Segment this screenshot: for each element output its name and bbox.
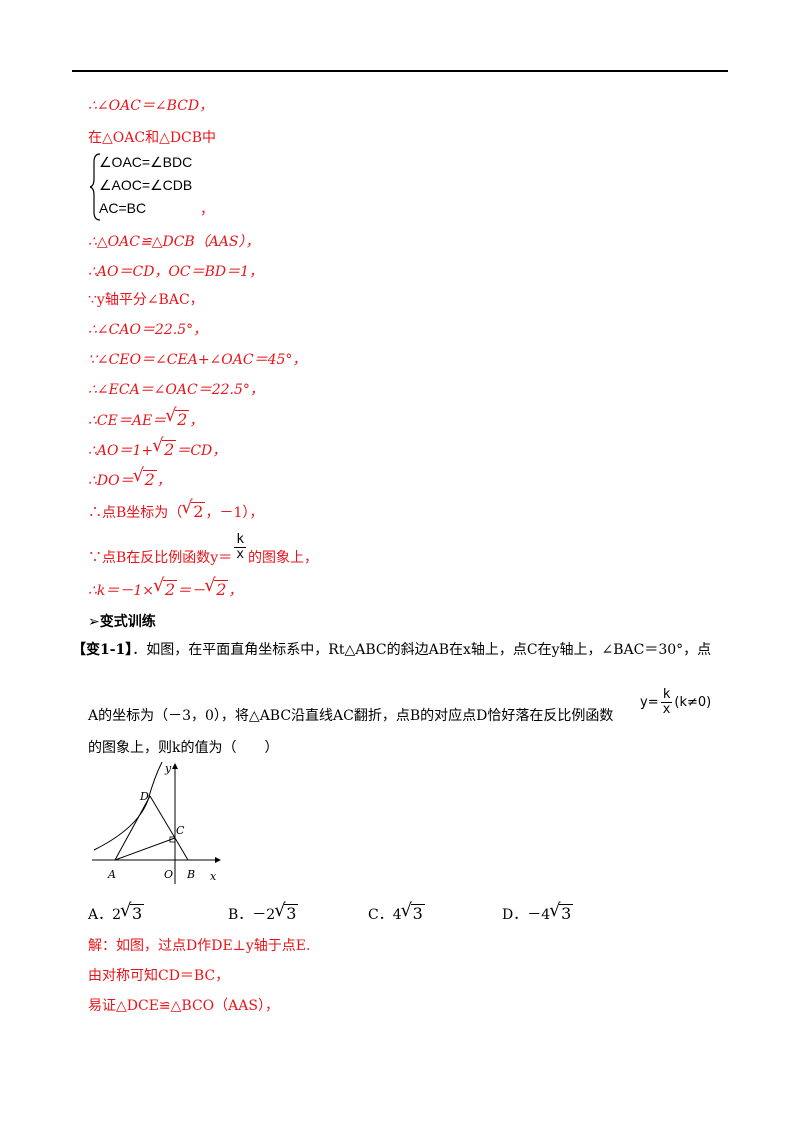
- equation-system: ∠OAC=∠BDC ∠AOC=∠CDB AC=BC: [90, 152, 210, 222]
- solution-line-7: ∵∠CEO＝∠CEA+∠OAC＝45°，: [88, 352, 307, 368]
- answer-line-2: 由对称可知CD＝BC，: [88, 968, 230, 984]
- label-y: y: [164, 762, 172, 775]
- solution-line-9: ∴CE＝AE＝2，: [88, 406, 203, 431]
- sqrt-2: 2: [152, 436, 177, 461]
- solution-line-6: ∴∠CAO＝22.5°，: [88, 322, 208, 338]
- geometry-figure: y x D C A O B: [88, 758, 228, 892]
- label-a: A: [107, 868, 116, 881]
- segment-ad: [114, 795, 151, 861]
- segment-dc: [149, 795, 176, 839]
- option-coef: 2: [112, 907, 122, 923]
- solution-line-13: ∵点B在反比例函数y＝ k x 的图象上，: [88, 532, 319, 568]
- b-coord-tail: ，－1），: [205, 505, 264, 521]
- sqrt-3: 3: [274, 900, 299, 923]
- ao-tail: ＝CD，: [176, 443, 227, 459]
- solution-line-14: ∴k＝－1×2＝－2，: [88, 576, 243, 601]
- solution-line-10: ∴AO＝1+ 2＝CD，: [88, 436, 227, 461]
- option-a[interactable]: A．23: [88, 900, 145, 924]
- header-rule: [72, 70, 728, 72]
- sqrt-3: 3: [549, 900, 574, 923]
- system-row-1: ∠OAC=∠BDC: [99, 154, 193, 170]
- radicand: 2: [163, 580, 178, 599]
- system-row-2: ∠AOC=∠CDB: [99, 177, 193, 193]
- sqrt-2: 2: [133, 466, 157, 491]
- do-tail: ，: [156, 473, 171, 489]
- radicand: 3: [559, 904, 574, 923]
- option-coef: －4: [527, 907, 551, 923]
- option-d[interactable]: D．－4 3: [502, 900, 574, 924]
- sqrt-3: 3: [401, 900, 425, 923]
- solution-line-1: ∴∠OAC＝∠BCD，: [88, 98, 214, 114]
- ao-text: ∴AO＝1+: [88, 443, 154, 459]
- radicand: 2: [142, 470, 157, 489]
- radicand: 2: [191, 502, 206, 521]
- option-coef: 4: [392, 907, 402, 923]
- option-letter: C．: [368, 907, 393, 923]
- option-letter: A．: [88, 907, 113, 923]
- problem-line-2: A的坐标为（－3，0），将△ABC沿直线AC翻折，点B的对应点D恰好落在反比例函…: [88, 708, 614, 724]
- radicand: 2: [175, 410, 190, 429]
- label-o: O: [164, 868, 173, 881]
- option-c[interactable]: C．43: [368, 900, 425, 924]
- k-tail: ，: [228, 583, 243, 599]
- frac-den: x: [236, 546, 245, 562]
- ce-ae-text: ∴CE＝AE＝: [88, 413, 167, 429]
- segment-cb: [174, 837, 189, 861]
- inverse-tail: 的图象上，: [248, 550, 319, 566]
- solution-line-8: ∴∠ECA＝∠OAC＝22.5°，: [88, 382, 264, 398]
- system-row-3: AC=BC: [99, 200, 147, 216]
- radicand: 3: [130, 904, 145, 923]
- formula-condition: (k≠0): [674, 695, 712, 710]
- option-b[interactable]: B．－2 3: [228, 900, 299, 924]
- section-heading: ➢变式训练: [88, 614, 156, 630]
- sqrt-2: 2: [204, 576, 229, 601]
- label-b: B: [186, 868, 195, 881]
- coordinate-diagram: y x D C A O B: [92, 761, 221, 884]
- sqrt-2: 2: [153, 576, 178, 601]
- problem-text-1: ．如图，在平面直角坐标系中，Rt△ABC的斜边AB在x轴上，点C在y轴上，∠BA…: [132, 642, 712, 658]
- formula-num: k: [660, 687, 673, 703]
- solution-line-3: ∴△OAC≌△DCB（AAS），: [88, 234, 260, 250]
- answer-line-3: 易证△DCE≌△BCO（AAS），: [88, 998, 279, 1014]
- answer-line-1: 解：如图，过点D作DE⊥y轴于点E.: [88, 938, 311, 954]
- solution-line-5: ∵y轴平分∠BAC，: [88, 292, 204, 308]
- radicand: 3: [284, 904, 299, 923]
- sqrt-2: 2: [165, 406, 190, 431]
- solution-line-12: ∴点B坐标为（ 2，－1），: [88, 498, 264, 523]
- solution-line-4: ∴AO＝CD，OC＝BD＝1，: [88, 264, 264, 280]
- k-text: ∴k＝－1×: [88, 583, 155, 599]
- inverse-formula: y= k x (k≠0): [640, 688, 711, 717]
- k-mid: ＝－: [177, 583, 206, 599]
- segment-ac: [114, 837, 176, 861]
- radicand: 2: [162, 440, 177, 459]
- b-coord-text: ∴点B坐标为（: [88, 505, 183, 521]
- sqrt-2: 2: [181, 498, 206, 523]
- right-angle-mark: [169, 836, 176, 843]
- formula-den: x: [662, 702, 671, 717]
- radicand: 3: [410, 904, 425, 923]
- label-d: D: [139, 790, 149, 803]
- option-letter: B．: [228, 907, 253, 923]
- brace-icon: [90, 153, 101, 221]
- option-coef: －2: [252, 907, 276, 923]
- inverse-text: ∵点B在反比例函数y＝: [88, 550, 233, 566]
- radicand: 2: [214, 580, 229, 599]
- formula-y: y=: [640, 695, 659, 710]
- label-c: C: [176, 824, 185, 837]
- solution-line-11: ∴DO＝ 2，: [88, 466, 171, 491]
- frac-num: k: [234, 531, 247, 548]
- do-text: ∴DO＝: [88, 473, 134, 489]
- problem-line-1: 【变1-1】．如图，在平面直角坐标系中，Rt△ABC的斜边AB在x轴上，点C在y…: [72, 640, 711, 660]
- label-x: x: [210, 870, 217, 883]
- problem-line-3: 的图象上，则k的值为（ ）: [88, 740, 279, 756]
- sqrt-3: 3: [120, 900, 145, 923]
- system-comma: ，: [200, 202, 214, 218]
- option-letter: D．: [502, 907, 528, 923]
- solution-line-2: 在△OAC和△DCB中: [88, 130, 217, 146]
- problem-label: 【变1-1】: [72, 642, 133, 658]
